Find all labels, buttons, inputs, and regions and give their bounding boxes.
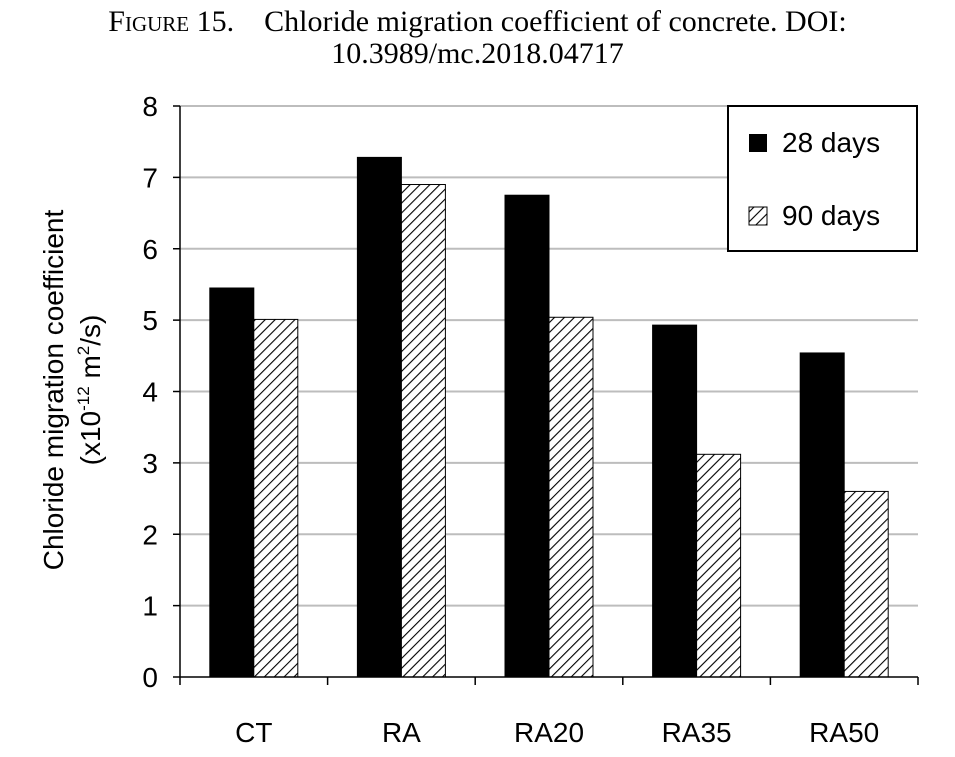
- figure-label: Figure 15.: [108, 5, 235, 38]
- y-tick-label-5: 5: [142, 305, 158, 336]
- figure-caption: Figure 15. Chloride migration coefficien…: [0, 6, 955, 70]
- bar-ra-90-days: [400, 184, 446, 678]
- x-tick-label-ra20: RA20: [514, 717, 584, 748]
- y-tick-label-3: 3: [142, 448, 158, 479]
- bar-ct-28-days: [209, 287, 255, 678]
- bar-ra50-28-days: [799, 352, 845, 678]
- legend-swatch-90-days: [748, 206, 768, 226]
- bars: [209, 156, 889, 678]
- y-tick-label-2: 2: [142, 519, 158, 550]
- legend: 28 days 90 days: [727, 105, 918, 252]
- axes: [173, 105, 919, 685]
- bar-ra35-90-days: [696, 453, 742, 678]
- caption-line-1: Figure 15. Chloride migration coefficien…: [0, 6, 955, 38]
- bar-ct-90-days: [253, 318, 299, 678]
- bar-ra-28-days: [356, 156, 402, 678]
- legend-label-90-days: 90 days: [782, 200, 880, 231]
- legend-label-28-days: 28 days: [782, 127, 880, 158]
- bar-ra20-90-days: [548, 316, 594, 678]
- y-tick-label-7: 7: [142, 162, 158, 193]
- y-axis-title: Chloride migration coefficient (x10-12 m…: [38, 210, 106, 571]
- y-tick-label-0: 0: [142, 662, 158, 693]
- caption-line-2: 10.3989/mc.2018.04717: [331, 37, 624, 70]
- bar-ra20-28-days: [504, 194, 550, 678]
- y-axis-label-line2: (x10-12 m2/s): [74, 315, 106, 466]
- y-tick-label-4: 4: [142, 377, 158, 408]
- x-tick-label-ra35: RA35: [662, 717, 732, 748]
- bar-ra50-90-days: [843, 490, 889, 678]
- y-tick-label-6: 6: [142, 234, 158, 265]
- legend-box: [727, 105, 918, 252]
- x-tick-label-ra50: RA50: [809, 717, 879, 748]
- bar-ra35-28-days: [652, 324, 698, 678]
- y-tick-label-1: 1: [142, 591, 158, 622]
- x-tick-label-ct: CT: [235, 717, 272, 748]
- y-tick-label-8: 8: [142, 91, 158, 122]
- y-axis-label-line1: Chloride migration coefficient: [38, 210, 69, 571]
- x-tick-labels: CT RA RA20 RA35 RA50: [235, 717, 879, 748]
- x-tick-label-ra: RA: [382, 717, 421, 748]
- y-tick-labels: 0 1 2 3 4 5 6 7 8: [142, 91, 158, 693]
- figure-title: Chloride migration coefficient of concre…: [264, 5, 847, 38]
- legend-swatch-28-days: [749, 134, 767, 152]
